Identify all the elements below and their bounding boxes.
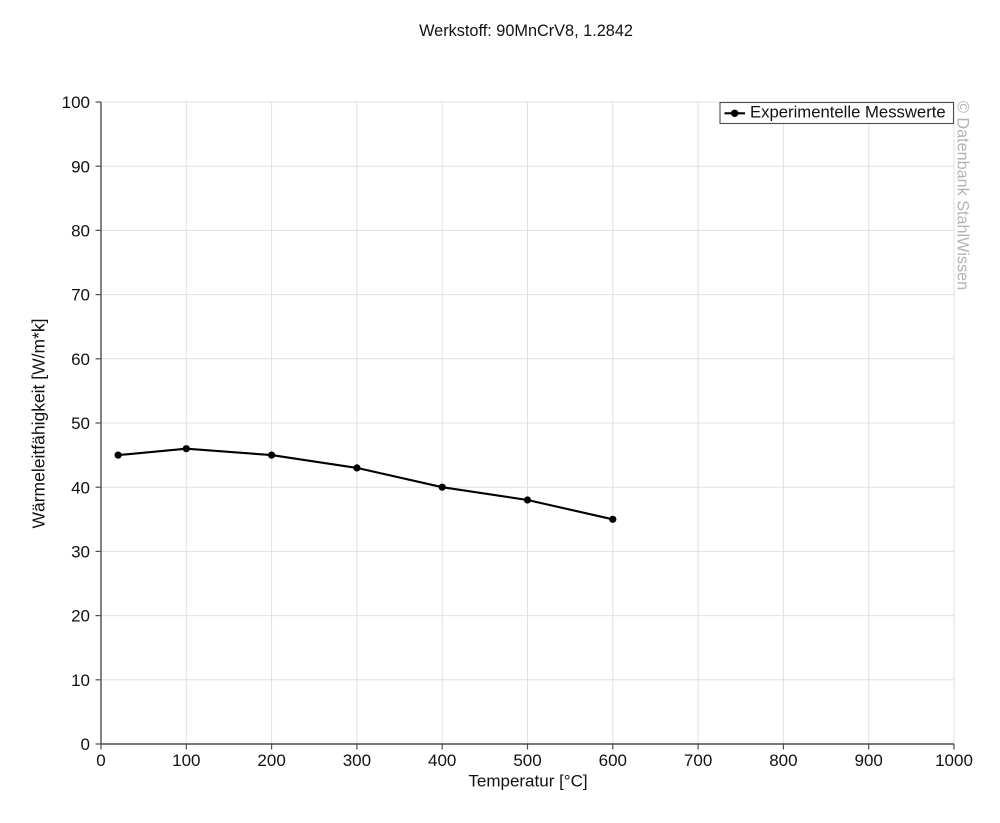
svg-text:50: 50 xyxy=(71,414,90,433)
svg-text:Temperatur [°C]: Temperatur [°C] xyxy=(468,772,587,791)
svg-text:© Datenbank StahlWissen: © Datenbank StahlWissen xyxy=(954,101,972,290)
svg-text:600: 600 xyxy=(599,751,627,770)
svg-text:500: 500 xyxy=(513,751,541,770)
svg-text:200: 200 xyxy=(257,751,285,770)
svg-text:80: 80 xyxy=(71,222,90,241)
svg-text:30: 30 xyxy=(71,543,90,562)
svg-text:10: 10 xyxy=(71,671,90,690)
svg-text:0: 0 xyxy=(81,735,90,754)
svg-text:90: 90 xyxy=(71,157,90,176)
svg-text:800: 800 xyxy=(769,751,797,770)
svg-text:100: 100 xyxy=(172,751,200,770)
svg-text:60: 60 xyxy=(71,350,90,369)
svg-text:900: 900 xyxy=(855,751,883,770)
svg-text:Werkstoff: 90MnCrV8, 1.2842: Werkstoff: 90MnCrV8, 1.2842 xyxy=(419,22,633,40)
svg-text:300: 300 xyxy=(343,751,371,770)
svg-text:100: 100 xyxy=(62,93,90,112)
svg-text:20: 20 xyxy=(71,607,90,626)
svg-text:0: 0 xyxy=(96,751,105,770)
svg-text:40: 40 xyxy=(71,478,90,497)
svg-text:400: 400 xyxy=(428,751,456,770)
svg-text:700: 700 xyxy=(684,751,712,770)
svg-text:Experimentelle Messwerte: Experimentelle Messwerte xyxy=(750,103,946,122)
svg-text:1000: 1000 xyxy=(935,751,973,770)
svg-text:Wärmeleitfähigkeit [W/m*k]: Wärmeleitfähigkeit [W/m*k] xyxy=(29,318,49,528)
svg-text:70: 70 xyxy=(71,286,90,305)
